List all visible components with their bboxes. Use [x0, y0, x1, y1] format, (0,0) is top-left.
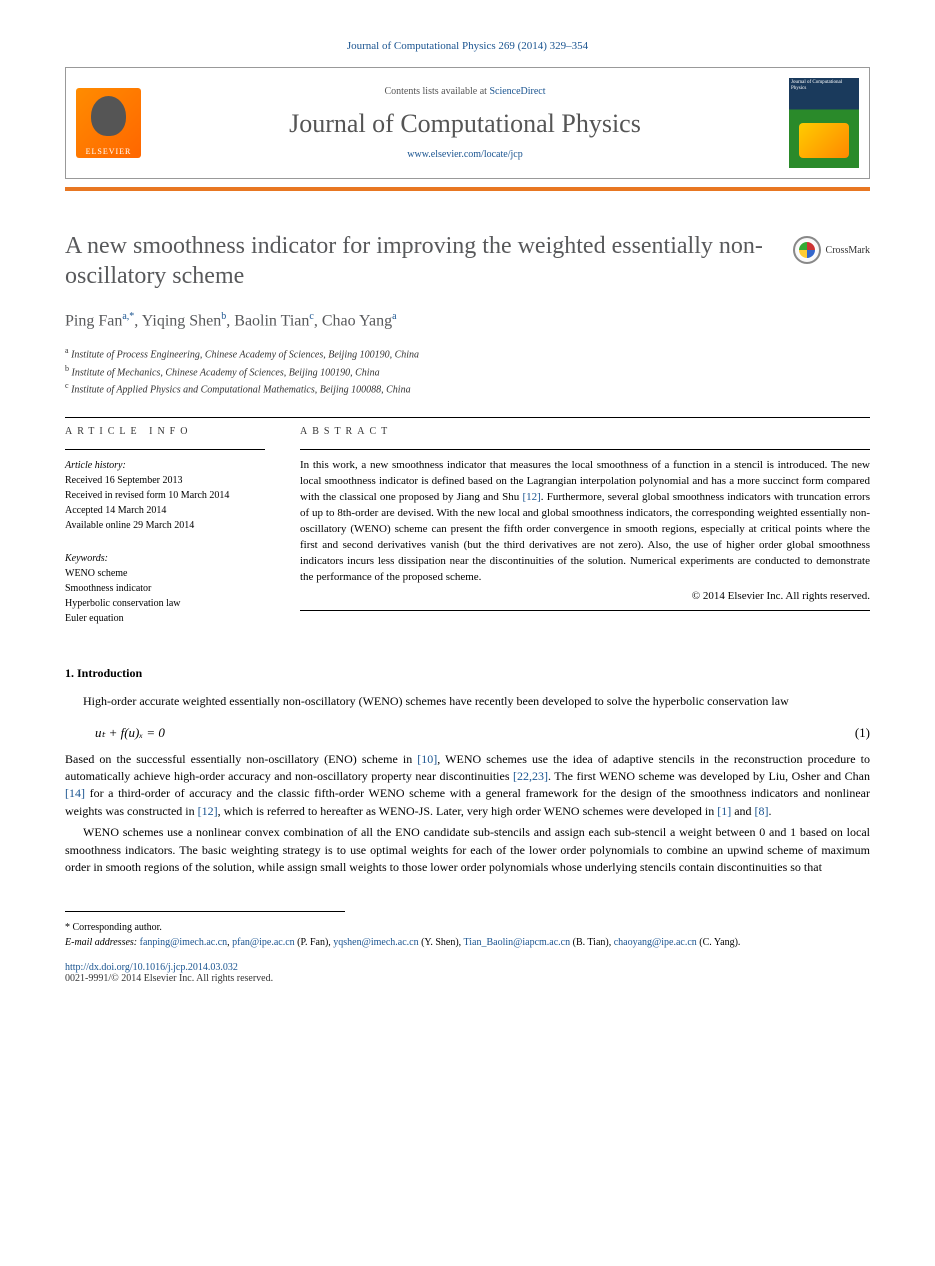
orange-divider — [65, 187, 870, 191]
cover-title: Journal of Computational Physics — [789, 78, 859, 93]
intro-p1: High-order accurate weighted essentially… — [65, 693, 870, 710]
article-title: A new smoothness indicator for improving… — [65, 231, 773, 291]
equation-content: uₜ + f(u)ₓ = 0 — [95, 725, 165, 741]
cite-ref[interactable]: [8] — [755, 804, 769, 818]
section-title: 1. Introduction — [65, 666, 870, 681]
equation-1: uₜ + f(u)ₓ = 0 (1) — [65, 715, 870, 751]
cite-ref[interactable]: [22,23] — [513, 769, 548, 783]
article-info-heading: ARTICLE INFO — [65, 426, 265, 437]
divider — [65, 417, 870, 418]
text: and — [731, 804, 754, 818]
affiliation: a Institute of Process Engineering, Chin… — [65, 345, 870, 362]
crossmark-badge[interactable]: CrossMark — [793, 236, 870, 264]
cite-ref[interactable]: [12] — [522, 491, 540, 503]
text: . The first WENO scheme was developed by… — [548, 769, 870, 783]
affiliations: a Institute of Process Engineering, Chin… — [65, 345, 870, 397]
abstract-column: ABSTRACT In this work, a new smoothness … — [300, 426, 870, 626]
article-history: Article history: Received 16 September 2… — [65, 458, 265, 533]
divider — [300, 610, 870, 611]
journal-cover-thumb[interactable]: Journal of Computational Physics — [789, 78, 859, 168]
author: Ping Fan — [65, 312, 122, 329]
citation: Journal of Computational Physics 269 (20… — [65, 40, 870, 52]
author: Baolin Tian — [234, 312, 309, 329]
contents-available: Contents lists available at ScienceDirec… — [156, 86, 774, 97]
crossmark-icon — [793, 236, 821, 264]
elsevier-logo[interactable]: ELSEVIER — [76, 88, 141, 158]
journal-url[interactable]: www.elsevier.com/locate/jcp — [156, 149, 774, 160]
history-received: Received 16 September 2013 — [65, 473, 265, 488]
email-link[interactable]: Tian_Baolin@iapcm.ac.cn — [464, 937, 571, 948]
cite-ref[interactable]: [1] — [717, 804, 731, 818]
keywords: Keywords: WENO schemeSmoothness indicato… — [65, 551, 265, 626]
keyword: Hyperbolic conservation law — [65, 596, 265, 611]
history-accepted: Accepted 14 March 2014 — [65, 503, 265, 518]
keyword: WENO scheme — [65, 566, 265, 581]
divider — [65, 449, 265, 450]
elsevier-label: ELSEVIER — [86, 147, 132, 156]
crossmark-label: CrossMark — [826, 245, 870, 256]
email-link[interactable]: fanping@imech.ac.cn — [140, 937, 228, 948]
text: , which is referred to hereafter as WENO… — [218, 804, 718, 818]
cite-ref[interactable]: [10] — [417, 752, 437, 766]
history-revised: Received in revised form 10 March 2014 — [65, 488, 265, 503]
footnotes: * Corresponding author. — [65, 911, 345, 935]
sciencedirect-link[interactable]: ScienceDirect — [489, 86, 545, 97]
author: Chao Yang — [322, 312, 392, 329]
equation-number: (1) — [855, 725, 870, 741]
journal-header: ELSEVIER Contents lists available at Sci… — [65, 67, 870, 179]
authors-line: Ping Fana,*, Yiqing Shenb, Baolin Tianc,… — [65, 311, 870, 330]
text: . — [769, 804, 772, 818]
email-label: E-mail addresses: — [65, 937, 137, 948]
footnotes-emails: E-mail addresses: fanping@imech.ac.cn, p… — [65, 935, 870, 950]
email-link[interactable]: pfan@ipe.ac.cn — [232, 937, 295, 948]
text: Based on the successful essentially non-… — [65, 752, 417, 766]
keyword: Euler equation — [65, 611, 265, 626]
divider — [300, 449, 870, 450]
history-online: Available online 29 March 2014 — [65, 518, 265, 533]
abstract-copyright: © 2014 Elsevier Inc. All rights reserved… — [300, 590, 870, 602]
affiliation: c Institute of Applied Physics and Compu… — [65, 380, 870, 397]
author: Yiqing Shen — [142, 312, 222, 329]
contents-prefix: Contents lists available at — [384, 86, 489, 97]
doi-link[interactable]: http://dx.doi.org/10.1016/j.jcp.2014.03.… — [65, 962, 870, 973]
issn-copyright: 0021-9991/© 2014 Elsevier Inc. All right… — [65, 973, 870, 984]
intro-p3: WENO schemes use a nonlinear convex comb… — [65, 824, 870, 876]
article-info-column: ARTICLE INFO Article history: Received 1… — [65, 426, 265, 626]
abstract-text: In this work, a new smoothness indicator… — [300, 458, 870, 586]
keyword: Smoothness indicator — [65, 581, 265, 596]
journal-name: Journal of Computational Physics — [156, 109, 774, 139]
abstract-part: . Furthermore, several global smoothness… — [300, 491, 870, 583]
keywords-label: Keywords: — [65, 551, 265, 566]
email-link[interactable]: chaoyang@ipe.ac.cn — [614, 937, 697, 948]
section-introduction: 1. Introduction High-order accurate weig… — [65, 666, 870, 876]
email-link[interactable]: yqshen@imech.ac.cn — [333, 937, 418, 948]
intro-p2: Based on the successful essentially non-… — [65, 751, 870, 821]
cite-ref[interactable]: [12] — [198, 804, 218, 818]
corresponding-author: * Corresponding author. — [65, 920, 345, 935]
history-label: Article history: — [65, 458, 265, 473]
affiliation: b Institute of Mechanics, Chinese Academ… — [65, 363, 870, 380]
cite-ref[interactable]: [14] — [65, 786, 85, 800]
header-center: Contents lists available at ScienceDirec… — [156, 86, 774, 160]
abstract-heading: ABSTRACT — [300, 426, 870, 437]
